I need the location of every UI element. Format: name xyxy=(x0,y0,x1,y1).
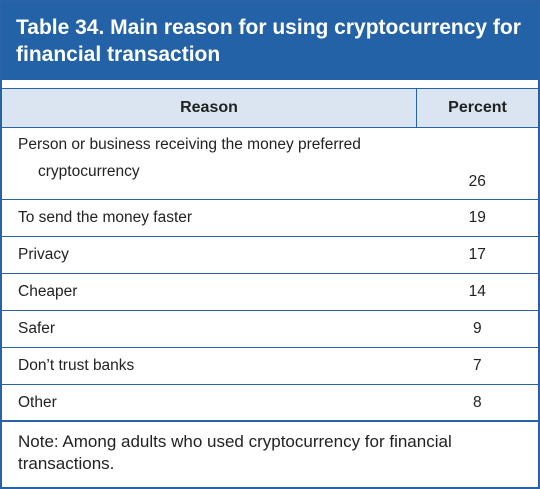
data-table: Reason Percent Person or business receiv… xyxy=(2,88,538,422)
table-row: To send the money faster 19 xyxy=(2,199,538,237)
table-row: Cheaper 14 xyxy=(2,273,538,311)
reason-text: Person or business receiving the money p… xyxy=(18,136,361,153)
percent-cell: 9 xyxy=(416,310,538,348)
percent-cell: 26 xyxy=(416,127,538,200)
table-body: Person or business receiving the money p… xyxy=(2,127,538,422)
header-row: Reason Percent xyxy=(2,88,538,128)
table-row: Other 8 xyxy=(2,384,538,422)
table-row: Privacy 17 xyxy=(2,236,538,274)
table-note: Note: Among adults who used cryptocurren… xyxy=(2,420,538,487)
reason-cell: Don’t trust banks xyxy=(2,347,417,385)
reason-cell: Safer xyxy=(2,310,417,348)
table-row: Safer 9 xyxy=(2,310,538,348)
reason-cell: Privacy xyxy=(2,236,417,274)
reason-cell: Cheaper xyxy=(2,273,417,311)
percent-cell: 7 xyxy=(416,347,538,385)
table-title: Table 34. Main reason for using cryptocu… xyxy=(2,2,538,80)
percent-cell: 14 xyxy=(416,273,538,311)
reason-cell: Other xyxy=(2,384,417,422)
percent-cell: 19 xyxy=(416,199,538,237)
reason-cell: Person or business receiving the money p… xyxy=(2,127,417,200)
reason-text: cryptocurrency xyxy=(38,163,140,180)
reason-cell: To send the money faster xyxy=(2,199,417,237)
column-header: Percent xyxy=(416,88,538,128)
table-row: Person or business receiving the money p… xyxy=(2,127,538,200)
column-header: Reason xyxy=(2,88,417,128)
percent-cell: 8 xyxy=(416,384,538,422)
table-row: Don’t trust banks 7 xyxy=(2,347,538,385)
percent-cell: 17 xyxy=(416,236,538,274)
